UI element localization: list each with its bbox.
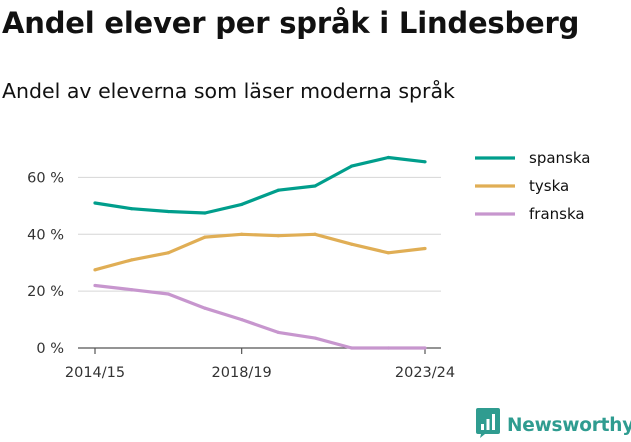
data-point-spanska	[93, 201, 97, 205]
data-point-spanska	[276, 188, 280, 192]
data-point-franska	[166, 292, 170, 296]
series-line-spanska	[94, 155, 426, 215]
series-lines	[93, 155, 427, 350]
data-point-tyska	[386, 251, 390, 255]
series-line-franska	[94, 283, 425, 350]
chart-title: Andel elever per språk i Lindesberg	[2, 6, 580, 40]
x-tick-label: 2023/24	[395, 365, 455, 381]
data-point-tyska	[276, 234, 280, 238]
newsworthy-brand: Newsworthy	[476, 408, 631, 442]
data-point-spanska	[386, 155, 390, 160]
data-point-franska	[350, 346, 354, 350]
data-point-franska	[386, 346, 390, 350]
data-point-tyska	[130, 258, 134, 262]
legend-label-tyska: tyska	[529, 177, 569, 195]
data-point-spanska	[166, 209, 170, 214]
data-point-spanska	[203, 211, 207, 215]
y-tick-label: 20 %	[27, 284, 64, 300]
x-axis-ticks: 2014/15 2018/19 2023/24	[65, 348, 455, 381]
y-axis-ticks: 0 % 20 % 40 % 60 %	[27, 170, 64, 357]
legend-label-franska: franska	[529, 205, 585, 223]
x-tick-label: 2018/19	[212, 365, 272, 381]
data-point-franska	[203, 306, 207, 310]
data-point-franska	[423, 346, 427, 350]
data-point-tyska	[166, 251, 170, 255]
data-point-spanska	[130, 207, 134, 211]
y-tick-label: 60 %	[27, 170, 64, 186]
data-point-tyska	[93, 268, 97, 272]
data-point-tyska	[313, 232, 317, 236]
chart-subtitle: Andel av eleverna som läser moderna språ…	[2, 79, 455, 103]
data-point-spanska	[240, 202, 244, 207]
data-point-spanska	[313, 184, 317, 188]
y-tick-label: 40 %	[27, 227, 64, 243]
data-point-tyska	[203, 235, 207, 239]
legend: spanska tyska franska	[475, 149, 590, 223]
newsworthy-logo-icon	[476, 408, 500, 442]
data-point-franska	[313, 336, 317, 340]
data-point-spanska	[423, 160, 427, 164]
grid-lines	[78, 176, 441, 349]
data-point-tyska	[423, 246, 427, 251]
data-point-tyska	[240, 232, 244, 236]
series-line-tyska	[94, 232, 426, 272]
y-tick-label: 0 %	[36, 341, 64, 357]
data-point-franska	[93, 283, 97, 288]
data-point-franska	[276, 330, 280, 334]
newsworthy-brand-name: Newsworthy	[507, 414, 631, 436]
x-tick-label: 2014/15	[65, 365, 125, 381]
data-point-franska	[130, 288, 134, 292]
data-point-spanska	[350, 164, 354, 168]
data-point-franska	[240, 317, 244, 322]
data-point-tyska	[350, 242, 354, 246]
legend-label-spanska: spanska	[529, 149, 590, 167]
